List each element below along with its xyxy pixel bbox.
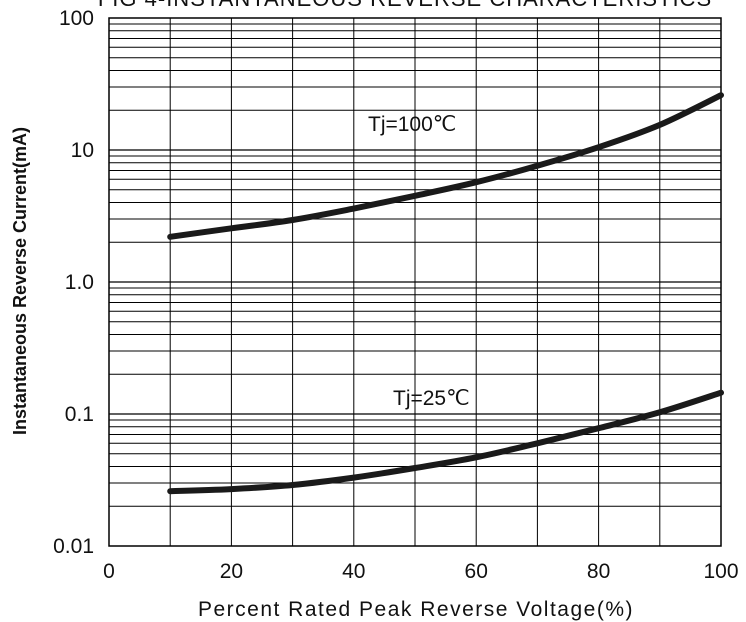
series-lines xyxy=(167,92,724,495)
series-line-0 xyxy=(167,92,724,240)
y-tick-label: 100 xyxy=(59,7,94,30)
y-tick-label: 10 xyxy=(71,139,94,162)
y-axis-label: Instantaneous Reverse Current(mA) xyxy=(10,127,30,435)
x-tick-label: 80 xyxy=(587,560,610,583)
annotation-tj-25: Tj=25℃ xyxy=(393,387,470,410)
plot-frame xyxy=(108,17,722,547)
x-tick-labels: 0 20 40 60 80 100 xyxy=(103,560,738,583)
x-tick-label: 0 xyxy=(103,560,115,583)
x-tick-label: 40 xyxy=(342,560,365,583)
y-tick-label: 1.0 xyxy=(65,271,94,294)
y-tick-label: 0.01 xyxy=(53,535,94,558)
x-axis-label: Percent Rated Peak Reverse Voltage(%) xyxy=(198,598,634,621)
annotation-tj-100: Tj=100℃ xyxy=(368,113,456,136)
y-tick-label: 0.1 xyxy=(65,403,94,426)
chart-title: FIG 4-INSTANTANEOUS REVERSE CHARACTERIST… xyxy=(98,0,712,11)
series-line-1 xyxy=(167,389,724,495)
x-tick-label: 100 xyxy=(703,560,738,583)
y-tick-labels: 100 10 1.0 0.1 0.01 xyxy=(53,7,94,558)
x-tick-label: 20 xyxy=(220,560,243,583)
x-tick-label: 60 xyxy=(465,560,488,583)
